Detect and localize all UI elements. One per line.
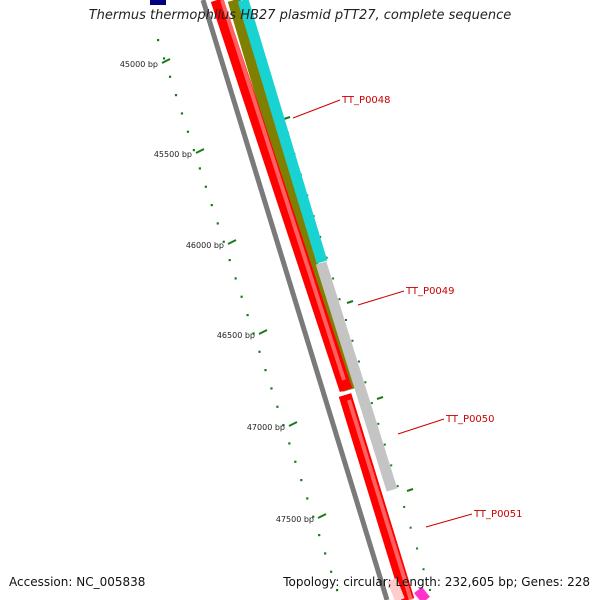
- tick-dot: [162, 57, 166, 60]
- cds-forward-2: [338, 393, 415, 600]
- major-tick: [288, 421, 298, 427]
- tick-label: 45500 bp: [154, 150, 192, 159]
- tick-dot: [204, 185, 207, 188]
- tick-dot: [306, 497, 309, 500]
- outer-tick: [376, 396, 384, 400]
- leader-line: [425, 513, 473, 528]
- leader-line: [397, 418, 445, 435]
- length-label: Length:: [395, 575, 441, 589]
- outer-tick-dot: [357, 360, 360, 363]
- tick-dot: [180, 112, 184, 115]
- accession-value: NC_005838: [76, 575, 146, 589]
- tick-dot: [192, 149, 195, 152]
- tick-dot: [234, 277, 237, 280]
- outer-tick-dot: [390, 464, 393, 467]
- feature-grey: [315, 261, 398, 492]
- tick-dot: [228, 259, 231, 262]
- outer-tick-dot: [396, 485, 399, 488]
- tick-dot: [246, 314, 249, 317]
- leader-line: [292, 99, 341, 119]
- topology-value: circular: [343, 575, 388, 589]
- gene-label-leaders: [292, 99, 473, 528]
- feature-magenta: [414, 586, 430, 600]
- genes-value: 228: [567, 575, 590, 589]
- tick-dot: [264, 369, 267, 372]
- gene-label: TT_P0049: [405, 286, 455, 297]
- outer-tick-dot: [409, 526, 412, 529]
- tick-label: 46500 bp: [217, 331, 255, 340]
- tick-label: 47000 bp: [247, 423, 285, 432]
- minor-tick-dots: [157, 39, 431, 592]
- cds-highlight-2: [347, 399, 413, 600]
- outer-tick-dot: [377, 422, 380, 425]
- tick-dot: [186, 130, 190, 133]
- major-tick: [317, 513, 327, 519]
- outer-tick-dot: [429, 589, 431, 591]
- outer-tick-dot: [338, 298, 341, 301]
- tick-dot: [174, 94, 178, 97]
- major-tick: [195, 148, 205, 154]
- tick-dot: [330, 570, 333, 573]
- feature-navy: [150, 0, 166, 5]
- tick-dot: [210, 204, 213, 207]
- outer-tick: [283, 116, 291, 120]
- gc-track: [200, 0, 390, 600]
- topology-label: Topology:: [283, 575, 340, 589]
- tick-dot: [258, 350, 261, 353]
- feature-cyan: [237, 0, 328, 264]
- feature-pink: [387, 578, 405, 600]
- major-ticks: 45000 bp 45500 bp 46000 bp 46500 bp 47000 bp…: [120, 58, 414, 524]
- tick-dot: [276, 405, 279, 408]
- outer-tick: [346, 300, 354, 304]
- outer-tick-dot: [345, 319, 347, 321]
- tick-dot: [312, 515, 315, 518]
- outer-tick-dot: [403, 505, 406, 508]
- genes-label: Genes:: [521, 575, 564, 589]
- major-tick: [227, 239, 237, 245]
- outer-tick-dot: [416, 547, 419, 550]
- tick-dot: [294, 460, 297, 463]
- major-tick: [161, 58, 171, 64]
- tick-label: 46000 bp: [186, 241, 224, 250]
- tick-dot: [318, 534, 321, 537]
- accession-label: Accession:: [9, 575, 73, 589]
- feature-tracks: [150, 0, 430, 600]
- tick-dot: [282, 424, 285, 427]
- tick-dot: [198, 167, 201, 170]
- gene-label: TT_P0050: [445, 414, 495, 425]
- tick-dot: [336, 589, 339, 592]
- major-tick: [258, 329, 268, 335]
- gene-label: TT_P0051: [473, 509, 523, 520]
- outer-tick-dot: [332, 277, 335, 280]
- tick-dot: [222, 240, 225, 243]
- outer-tick-dot: [364, 381, 367, 384]
- sequence-info: Topology: circular; Length: 232,605 bp; …: [283, 575, 590, 589]
- outer-tick-dot: [325, 256, 328, 259]
- map-title: Thermus thermophilus HB27 plasmid pTT27,…: [88, 8, 512, 23]
- tick-dot: [157, 39, 160, 42]
- gene-labels: TT_P0048 TT_P0049 TT_P0050 TT_P0051: [341, 95, 523, 520]
- cds-highlight-1: [220, 0, 346, 381]
- tick-dot: [324, 552, 327, 555]
- leader-line: [357, 290, 405, 306]
- tick-label: 47500 bp: [276, 515, 314, 524]
- tick-label: 45000 bp: [120, 60, 158, 69]
- outer-tick-dot: [383, 443, 386, 446]
- outer-tick-dot: [422, 568, 425, 571]
- tick-dot: [270, 387, 273, 390]
- tick-dot: [216, 222, 219, 225]
- outer-tick-dot: [370, 402, 373, 405]
- tick-dot: [240, 295, 243, 298]
- accession-info: Accession: NC_005838: [9, 575, 145, 589]
- outer-tick: [406, 488, 414, 492]
- outer-tick-dot: [351, 339, 354, 342]
- tick-dot: [300, 479, 303, 482]
- length-value: 232,605 bp: [444, 575, 514, 589]
- tick-dot: [252, 332, 255, 335]
- gene-label: TT_P0048: [341, 95, 391, 106]
- tick-dot: [288, 442, 291, 445]
- tick-dot: [168, 75, 172, 78]
